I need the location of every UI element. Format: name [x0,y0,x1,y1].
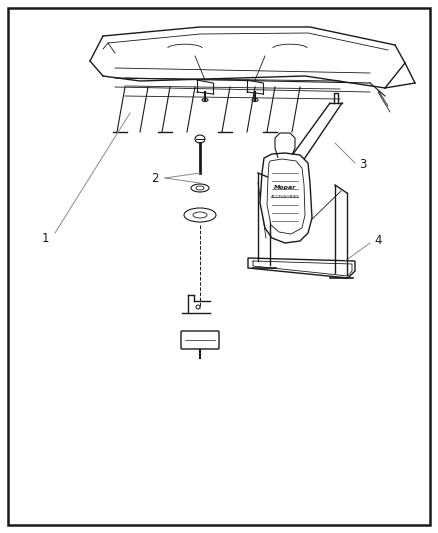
Ellipse shape [195,135,205,143]
Text: ACCESSORIES: ACCESSORIES [271,195,300,199]
Text: 4: 4 [374,235,382,247]
Polygon shape [248,258,355,278]
Ellipse shape [196,305,200,309]
Ellipse shape [252,99,258,101]
Ellipse shape [184,208,216,222]
Ellipse shape [196,186,204,190]
Text: 2: 2 [151,172,159,184]
Text: 1: 1 [41,231,49,245]
Ellipse shape [191,184,209,192]
FancyBboxPatch shape [181,331,219,349]
Text: Mopar: Mopar [274,185,296,190]
Ellipse shape [202,99,208,101]
Ellipse shape [193,212,207,218]
Polygon shape [267,159,305,234]
Text: 3: 3 [359,158,367,172]
Polygon shape [260,153,312,243]
